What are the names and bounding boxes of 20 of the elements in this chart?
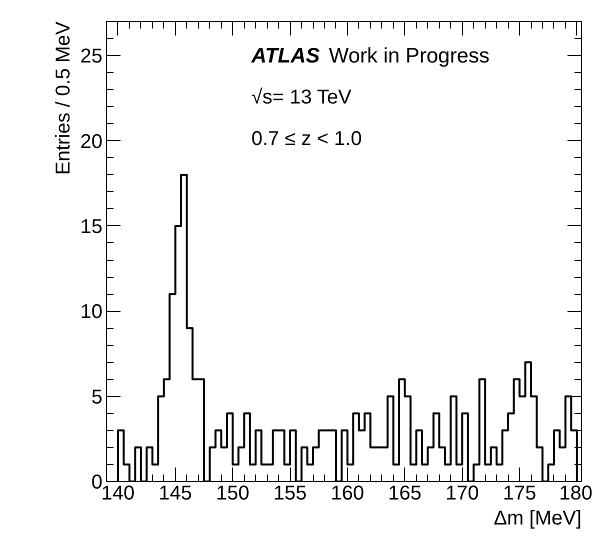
x-tick-label: 180 [559, 482, 592, 504]
x-tick-label: 170 [445, 482, 479, 504]
x-tick-label: 175 [502, 482, 536, 504]
y-tick-label: 15 [80, 216, 103, 238]
y-tick-label: 5 [91, 386, 102, 408]
y-axis-title: Entries / 0.5 MeV [52, 20, 74, 175]
annotation: ATLAS Work in Progress [250, 44, 490, 68]
x-tick-label: 145 [158, 482, 192, 504]
x-tick-label: 150 [216, 482, 250, 504]
y-tick-label: 20 [80, 130, 103, 153]
x-tick-label: 165 [388, 482, 422, 504]
y-tick-label: 0 [91, 472, 102, 494]
x-axis-title: Δm [MeV] [494, 508, 582, 530]
x-tick-label: 140 [101, 482, 135, 504]
y-tick-label: 10 [80, 301, 103, 324]
annotation: 0.7 ≤ z < 1.0 [251, 128, 362, 150]
annotation: √s= 13 TeV [251, 86, 352, 108]
y-tick-label: 25 [80, 46, 103, 68]
x-tick-label: 155 [273, 482, 307, 504]
x-tick-label: 160 [330, 482, 364, 504]
